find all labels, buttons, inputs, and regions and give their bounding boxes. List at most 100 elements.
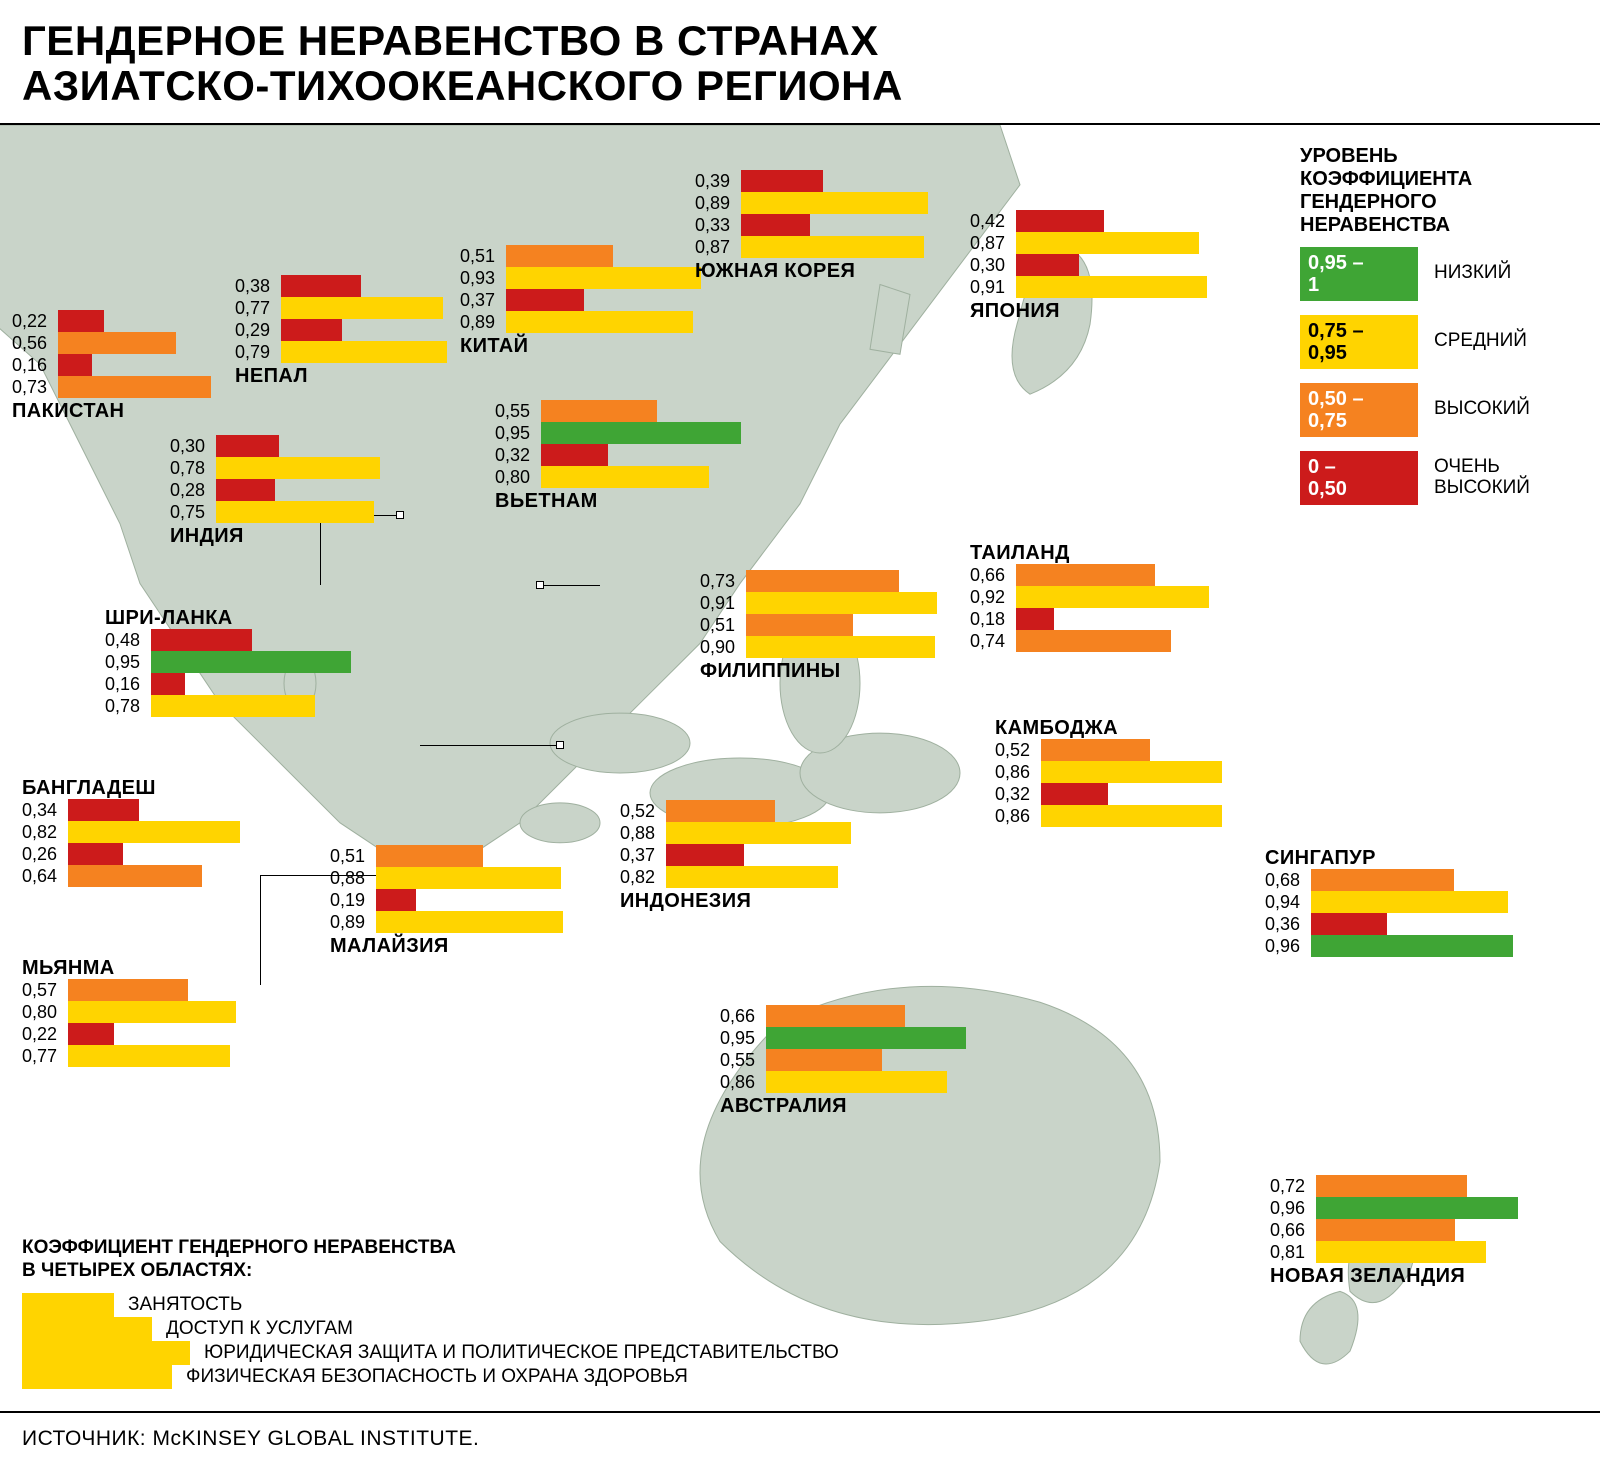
bar-value: 0,39 [695, 170, 741, 192]
country-name: НОВАЯ ЗЕЛАНДИЯ [1270, 1265, 1518, 1287]
indicator-legend: КОЭФФИЦИЕНТ ГЕНДЕРНОГО НЕРАВЕНСТВАВ ЧЕТЫ… [22, 1237, 839, 1389]
bar-value: 0,22 [12, 310, 58, 332]
bar [541, 466, 709, 488]
bar-row: 0,34 [22, 799, 240, 821]
country-block: МЬЯНМА0,570,800,220,77 [22, 955, 236, 1067]
bar [376, 867, 561, 889]
level-label: ОЧЕНЬВЫСОКИЙ [1434, 457, 1530, 499]
bar-value: 0,42 [970, 210, 1016, 232]
country-block: 0,220,560,160,73ПАКИСТАН [12, 310, 211, 422]
bar [216, 457, 380, 479]
bar-row: 0,95 [105, 651, 351, 673]
country-bars: 0,680,940,360,96 [1265, 869, 1513, 957]
bar [1311, 869, 1454, 891]
country-block: БАНГЛАДЕШ0,340,820,260,64 [22, 775, 240, 887]
bar [766, 1071, 947, 1093]
country-bars: 0,480,950,160,78 [105, 629, 351, 717]
bar-value: 0,66 [970, 564, 1016, 586]
bar-value: 0,86 [720, 1071, 766, 1093]
bar [58, 310, 104, 332]
bar [506, 311, 693, 333]
bar-row: 0,89 [460, 311, 701, 333]
bar-row: 0,80 [495, 466, 741, 488]
bar-row: 0,87 [970, 232, 1207, 254]
bar [541, 422, 741, 444]
bar-row: 0,32 [995, 783, 1222, 805]
bar [151, 673, 185, 695]
country-block: 0,720,960,660,81НОВАЯ ЗЕЛАНДИЯ [1270, 1175, 1518, 1287]
bar-row: 0,73 [700, 570, 937, 592]
bar-row: 0,55 [495, 400, 741, 422]
country-bars: 0,380,770,290,79 [235, 275, 447, 363]
bar-row: 0,94 [1265, 891, 1513, 913]
bar-row: 0,22 [12, 310, 211, 332]
bar-row: 0,66 [970, 564, 1209, 586]
bar-row: 0,91 [970, 276, 1207, 298]
country-bars: 0,570,800,220,77 [22, 979, 236, 1067]
bar [746, 592, 937, 614]
bar-value: 0,87 [695, 236, 741, 258]
level-swatch: 0,95 –1 [1300, 247, 1418, 301]
bar-value: 0,57 [22, 979, 68, 1001]
bar-value: 0,16 [105, 673, 151, 695]
country-name: КИТАЙ [460, 335, 701, 357]
bar [1316, 1197, 1518, 1219]
country-bars: 0,220,560,160,73 [12, 310, 211, 398]
indicator-row: ДОСТУП К УСЛУГАМ [22, 1317, 839, 1341]
bar-value: 0,95 [105, 651, 151, 673]
bar [68, 1001, 236, 1023]
bar-value: 0,66 [720, 1005, 766, 1027]
country-block: 0,660,950,550,86АВСТРАЛИЯ [720, 1005, 966, 1117]
bar [1016, 630, 1171, 652]
bar [58, 332, 176, 354]
bar-row: 0,38 [235, 275, 447, 297]
bar-value: 0,88 [330, 867, 376, 889]
level-legend-title: УРОВЕНЬКОЭФФИЦИЕНТАГЕНДЕРНОГОНЕРАВЕНСТВА [1300, 145, 1570, 237]
country-block: 0,510,930,370,89КИТАЙ [460, 245, 701, 357]
bar [541, 400, 657, 422]
bar-value: 0,51 [330, 845, 376, 867]
bar [1016, 586, 1209, 608]
indicator-legend-title: КОЭФФИЦИЕНТ ГЕНДЕРНОГО НЕРАВЕНСТВАВ ЧЕТЫ… [22, 1237, 839, 1283]
country-bars: 0,520,860,320,86 [995, 739, 1222, 827]
bar [666, 822, 851, 844]
bar [376, 845, 483, 867]
map-stage: 0,220,560,160,73ПАКИСТАН0,380,770,290,79… [0, 123, 1600, 1413]
bar [766, 1005, 905, 1027]
bar-row: 0,88 [620, 822, 851, 844]
level-label: НИЗКИЙ [1434, 263, 1511, 284]
bar-value: 0,96 [1270, 1197, 1316, 1219]
bar [216, 479, 275, 501]
bar [376, 889, 416, 911]
bar [1311, 935, 1513, 957]
bar-row: 0,74 [970, 630, 1209, 652]
country-name: ТАИЛАНД [970, 542, 1209, 564]
bar-value: 0,82 [620, 866, 666, 888]
level-label: ВЫСОКИЙ [1434, 399, 1530, 420]
country-bars: 0,510,930,370,89 [460, 245, 701, 333]
country-name: ИНДИЯ [170, 525, 380, 547]
country-name: ПАКИСТАН [12, 400, 211, 422]
bar-row: 0,80 [22, 1001, 236, 1023]
country-name: МАЛАЙЗИЯ [330, 935, 563, 957]
bar [741, 214, 810, 236]
bar [1316, 1175, 1467, 1197]
bar-row: 0,37 [460, 289, 701, 311]
country-name: НЕПАЛ [235, 365, 447, 387]
bar [766, 1027, 966, 1049]
bar-value: 0,92 [970, 586, 1016, 608]
country-bars: 0,730,910,510,90 [700, 570, 937, 658]
bar-value: 0,19 [330, 889, 376, 911]
bar-value: 0,38 [235, 275, 281, 297]
bar-row: 0,16 [105, 673, 351, 695]
bar [68, 979, 188, 1001]
bar-row: 0,95 [495, 422, 741, 444]
bar-row: 0,52 [995, 739, 1222, 761]
bar-row: 0,89 [330, 911, 563, 933]
bar-row: 0,56 [12, 332, 211, 354]
level-legend-row: 0,75 –0,95СРЕДНИЙ [1300, 315, 1570, 369]
bar [746, 636, 935, 658]
bar [766, 1049, 882, 1071]
bar-value: 0,36 [1265, 913, 1311, 935]
bar-row: 0,77 [22, 1045, 236, 1067]
